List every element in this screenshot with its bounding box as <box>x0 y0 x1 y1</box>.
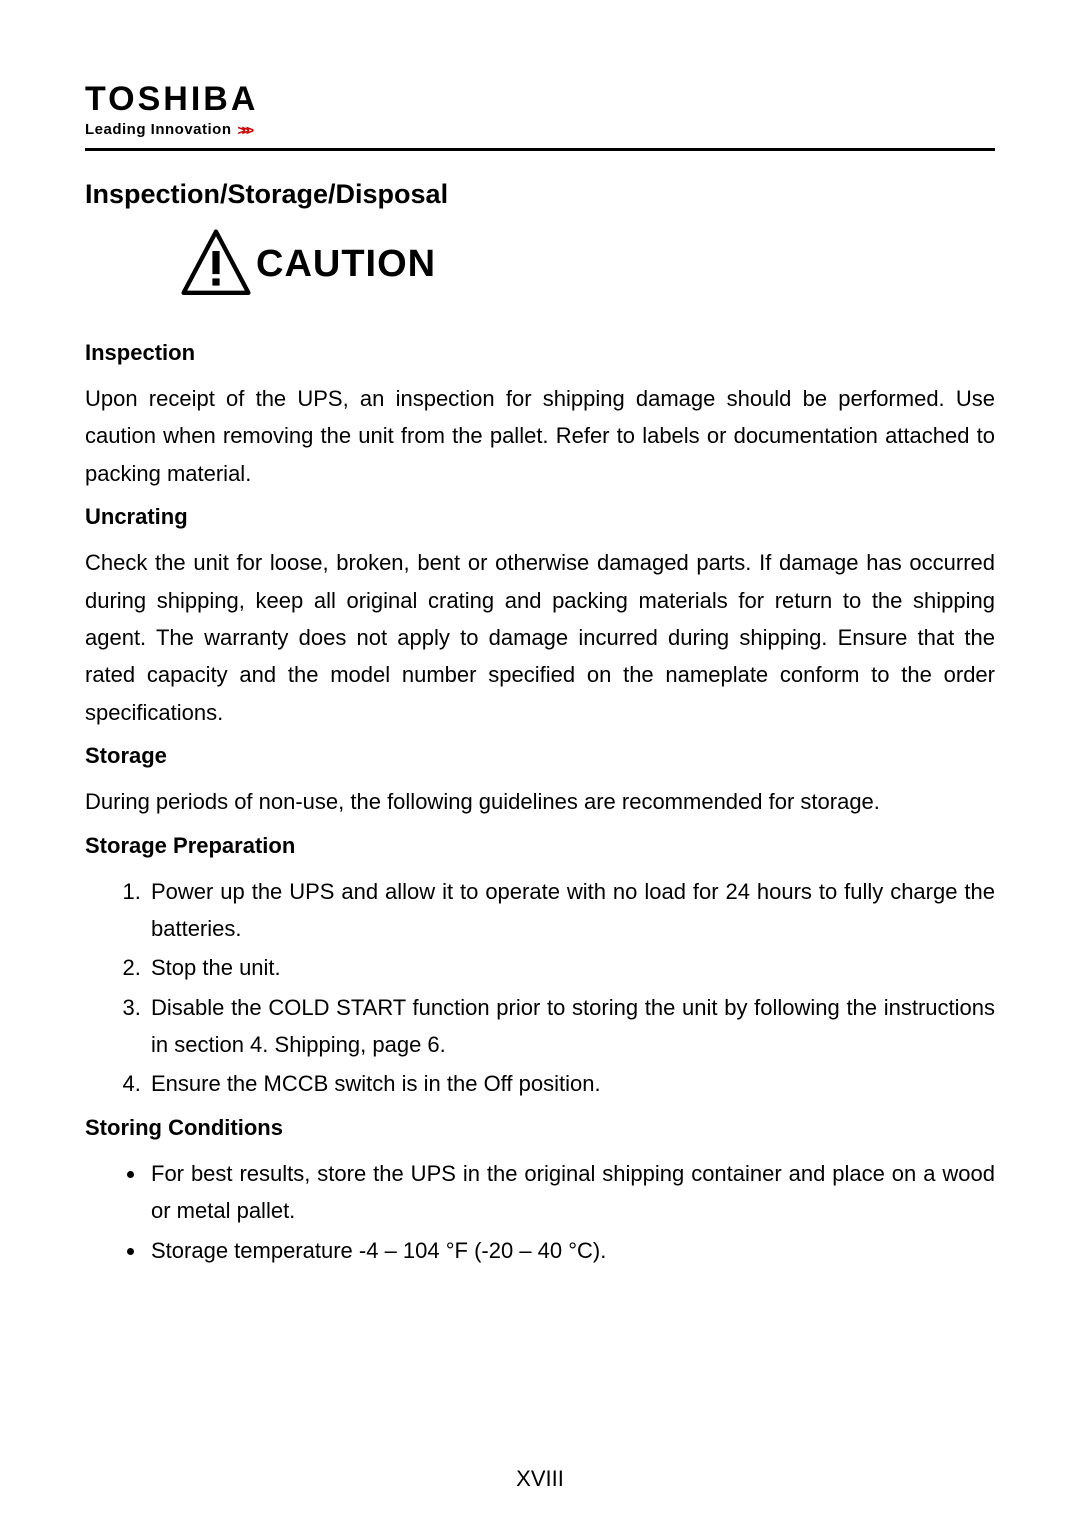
tagline-row: Leading Innovation >>> <box>85 121 995 138</box>
uncrating-text: Check the unit for loose, broken, bent o… <box>85 544 995 731</box>
inspection-text: Upon receipt of the UPS, an inspection f… <box>85 380 995 492</box>
storing-conditions-list: For best results, store the UPS in the o… <box>85 1155 995 1269</box>
page-title: Inspection/Storage/Disposal <box>85 179 995 210</box>
list-item: For best results, store the UPS in the o… <box>147 1155 995 1230</box>
caution-block: CAUTION <box>180 228 995 300</box>
page-number: XVIII <box>0 1466 1080 1492</box>
header-divider <box>85 148 995 151</box>
chevron-icon: >>> <box>238 122 251 138</box>
header-logo: TOSHIBA Leading Innovation >>> <box>85 80 995 138</box>
caution-label: CAUTION <box>256 243 436 286</box>
brand-name: TOSHIBA <box>85 80 995 119</box>
uncrating-heading: Uncrating <box>85 504 995 530</box>
storage-prep-list: Power up the UPS and allow it to operate… <box>85 873 995 1103</box>
list-item: Ensure the MCCB switch is in the Off pos… <box>147 1065 995 1102</box>
tagline: Leading Innovation <box>85 121 232 138</box>
list-item: Power up the UPS and allow it to operate… <box>147 873 995 948</box>
list-item: Disable the COLD START function prior to… <box>147 989 995 1064</box>
storing-conditions-heading: Storing Conditions <box>85 1115 995 1141</box>
warning-triangle-icon <box>180 228 252 300</box>
list-item: Storage temperature -4 – 104 °F (-20 – 4… <box>147 1232 995 1269</box>
storage-text: During periods of non-use, the following… <box>85 783 995 820</box>
storage-heading: Storage <box>85 743 995 769</box>
inspection-heading: Inspection <box>85 340 995 366</box>
storage-prep-heading: Storage Preparation <box>85 833 995 859</box>
list-item: Stop the unit. <box>147 949 995 986</box>
